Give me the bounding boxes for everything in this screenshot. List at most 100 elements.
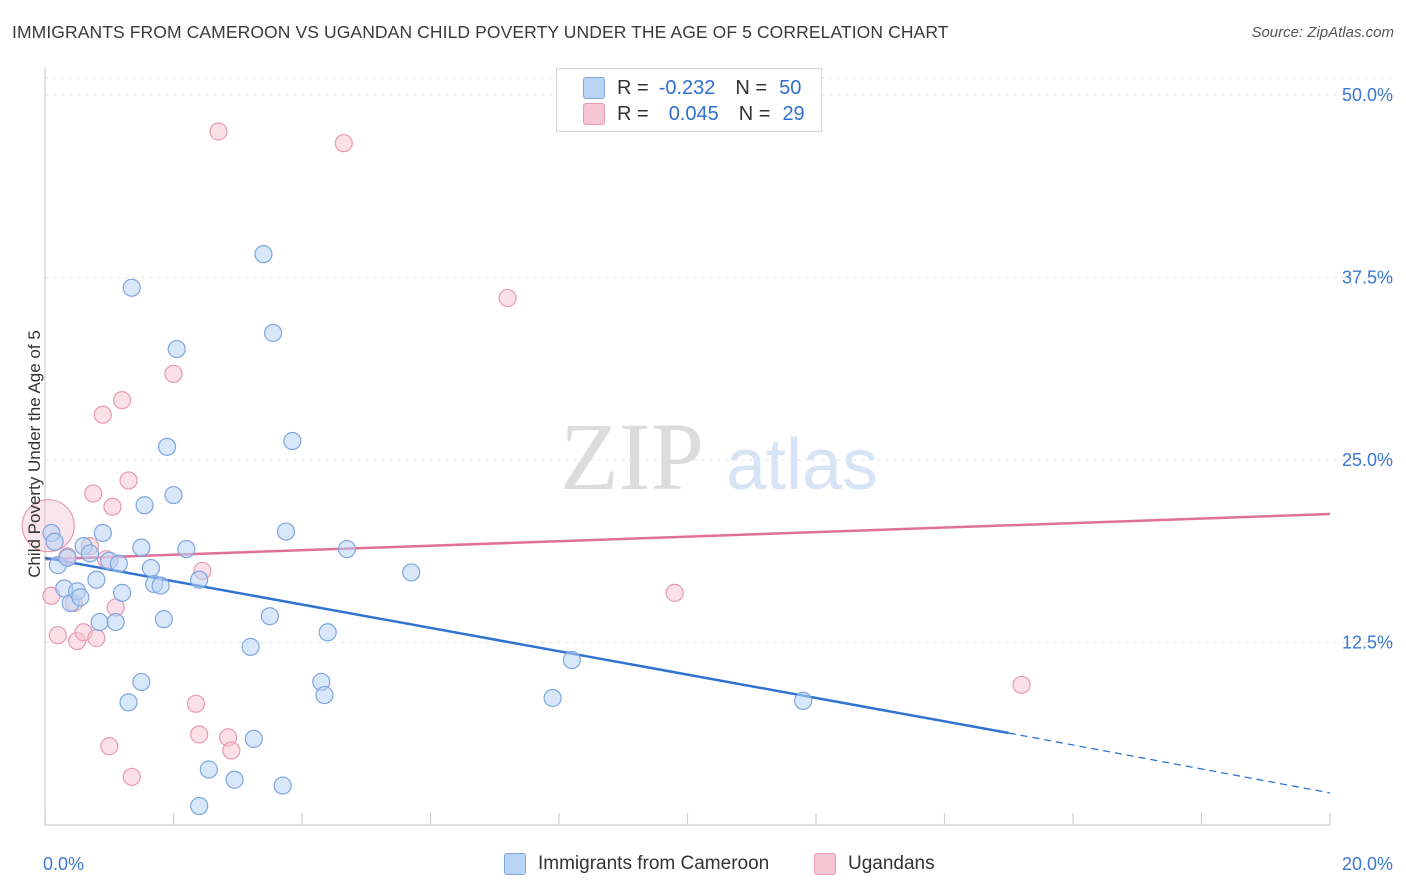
cameroon-point [315,685,334,705]
ugandans-trend-line [44,512,1331,561]
x-tick-label-min: 0.0% [43,854,84,874]
cameroon-point [167,339,186,359]
y-tick-label: 25.0% [1342,450,1393,470]
axes [44,68,1331,826]
cameroon-point [164,485,183,505]
ugandans-point [48,626,67,645]
cameroon-point [273,776,292,795]
correlation-legend: R = -0.232 N = 50 R = 0.045 N = 29 [556,68,822,132]
ugandans-point [103,497,122,516]
ugandans-point [190,725,209,744]
cameroon-point [135,496,154,515]
y-axis-label: Child Poverty Under the Age of 5 [25,330,44,578]
cameroon-point [141,558,161,578]
cameroon-point [190,570,209,589]
cameroon-point [241,637,260,656]
cameroon-point [80,544,100,563]
x-tick-label-max: 20.0% [1342,854,1393,874]
cameroon-point [263,323,283,343]
tick-labels: 12.5% 25.0% 37.5% 50.0% 0.0% 20.0% [43,85,1393,874]
legend-n-value: 29 [782,102,805,125]
cameroon-point [132,538,151,557]
ugandans-point [209,122,228,141]
ugandans-point [100,737,119,756]
trend-lines [44,512,1331,794]
cameroon-point [177,539,196,559]
cameroon-point [119,693,138,712]
ugandans-point [164,364,183,383]
legend-row-cameroon: R = -0.232 N = 50 [583,76,801,100]
ugandans-point [112,391,132,410]
cameroon-point [90,612,109,632]
cameroon-point [132,672,151,692]
legend-r-value: 0.045 [668,102,719,125]
cameroon-point [109,554,128,573]
y-tick-label: 12.5% [1342,633,1393,653]
cameroon-point [318,623,337,642]
legend-row-ugandans: R = 0.045 N = 29 [583,102,805,126]
source-credit: Source: ZipAtlas.com [1251,24,1394,41]
cameroon-point [106,612,125,632]
ugandans-point [87,629,106,648]
bottom-legend-ugandans: Ugandans [814,851,935,877]
bottom-legend-label-cameroon: Immigrants from Cameroon [538,853,770,874]
cameroon-point [225,770,244,789]
cameroon-point [93,523,112,543]
ugandans-point [665,583,684,602]
cameroon-point [283,431,302,451]
bottom-legend-cameroon: Immigrants from Cameroon [504,851,769,877]
legend-r-label: R = [617,102,649,125]
watermark-zip: ZIP [560,403,704,510]
cameroon-point [276,522,296,541]
legend-n-label: N = [738,102,771,125]
cameroon-trend-line [44,556,1009,735]
cameroon-point [244,729,263,748]
legend-r-label: R = [617,76,649,99]
bottom-legend-swatch-blue [504,853,526,875]
cameroon-point [562,650,581,670]
y-tick-label: 50.0% [1342,85,1393,105]
grid-lines [45,77,1392,643]
cameroon-point [122,278,141,297]
ugandans-point [1012,675,1031,694]
cameroon-point [87,570,106,589]
cameroon-point [260,607,279,626]
ugandans-point [119,471,138,490]
cameroon-point [45,532,64,551]
ugandans-points [21,122,1031,786]
cameroon-point [543,688,562,708]
cameroon-point [151,576,170,595]
cameroon-point [157,437,177,456]
cameroon-point [190,796,209,816]
cameroon-point [199,760,218,779]
legend-n-value: 50 [779,76,802,99]
bottom-legend-label-ugandans: Ugandans [848,853,935,874]
ugandans-point [122,767,141,786]
legend-r-value: -0.232 [658,76,716,99]
ugandans-point [186,694,206,713]
cameroon-point [71,588,90,607]
cameroon-point [154,610,173,629]
ugandans-point [222,741,241,760]
bottom-legend-swatch-pink [814,853,836,875]
cameroon-point [794,691,813,711]
legend-swatch-blue [583,77,605,99]
chart-title: IMMIGRANTS FROM CAMEROON VS UGANDAN CHIL… [12,22,949,42]
ugandans-point [498,288,517,308]
legend-n-label: N = [735,76,768,99]
ugandans-point [334,134,353,153]
ugandans-point [84,484,103,503]
y-tick-label: 37.5% [1342,268,1393,288]
cameroon-points [42,245,813,816]
cameroon-point [112,583,132,602]
watermark: ZIP atlas [560,403,878,510]
legend-swatch-pink [583,103,605,125]
ugandans-point [93,405,112,424]
cameroon-point [58,548,77,567]
cameroon-trend-extension [1008,732,1331,794]
cameroon-point [254,245,273,264]
cameroon-point [402,563,421,582]
watermark-atlas: atlas [726,425,878,505]
cameroon-point [337,539,357,559]
